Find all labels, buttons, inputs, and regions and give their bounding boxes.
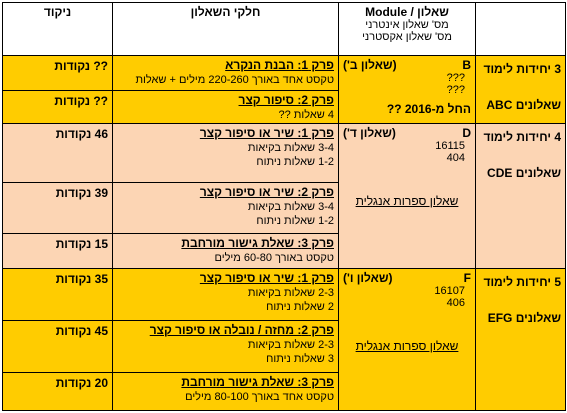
module-name: (שאלון ב') [343,58,397,72]
module-cell: F (שאלון ו') 16107 406 שאלון ספרות אנגלית [338,268,476,411]
section-row: 3 יחידות לימוד שאלונים ABC B (שאלון ב')????… [2,55,566,124]
module-name: (שאלון ו') [343,271,393,285]
level: 4 יחידות לימוד [483,130,561,144]
part-line: 2-3 שאלות בקיאות [247,339,334,351]
part-title: פרק 2: מחזה / נובלה או סיפור קצר [149,323,334,337]
external-number: 406 [446,297,465,309]
part-line: טקסט אחד באורך 220-260 מילים + שאלות [135,74,334,86]
part-cell: פרק 1: שיר או סיפור קצר 3-4 שאלות בקיאות 1… [112,123,339,183]
header-module-title: שאלון / Module [365,5,449,19]
part-line: 3-4 שאלות בקיאות [247,142,334,154]
score: ?? נקודות [2,55,113,91]
score: 45 נקודות [2,320,113,373]
part-cell: פרק 3: שאלת גישור מורחבת טקסט אחד באורך 8… [112,372,339,411]
part-title: פרק 3: שאלת גישור מורחבת [181,375,334,389]
section-row: פרק 2: מחזה / נובלה או סיפור קצר 2-3 שאלו… [2,320,566,373]
level: 3 יחידות לימוד [483,62,561,76]
part-line: 1-2 שאלות ניתוח [256,156,334,168]
part-title: פרק 2: שיר או סיפור קצר [199,185,334,199]
literature-link: שאלון ספרות אנגלית [355,194,459,208]
part-cell: פרק 1: הבנת הנקרא טקסט אחד באורך 220-260 … [112,55,339,91]
module-code: B [462,58,471,72]
part-line: טקסט אחד באורך 80-100 מילים [185,391,334,403]
section-row: 5 יחידות לימוד שאלונים EFG F (שאלון ו') 1610… [2,268,566,411]
part-title: פרק 1: הבנת הנקרא [225,58,334,72]
section-row: פרק 3: שאלת גישור מורחבת טקסט באורך 60-80… [2,233,566,269]
section-row: 4 יחידות לימוד שאלונים CDE D (שאלון ד') 1611… [2,123,566,269]
score: 46 נקודות [2,123,113,183]
table-body: 3 יחידות לימוד שאלונים ABC B (שאלון ב')????… [2,55,566,411]
header-parts: חלקי השאלון [112,2,339,56]
module-note: החל מ-2016 ?? [386,102,471,116]
literature-link: שאלון ספרות אנגלית [355,339,459,353]
header-score: ניקוד [2,2,113,56]
internal-number: ??? [446,72,465,84]
part-line: 4 שאלות ?? [278,109,334,121]
header-empty [475,2,566,56]
questionnaires: שאלונים EFG [487,311,561,325]
level-cell: 4 יחידות לימוד שאלונים CDE [475,123,566,269]
internal-number: 16107 [434,285,465,297]
module-top: F (שאלון ו') [343,271,471,285]
header-external: מס' שאלון אקסטרני [362,31,452,43]
module-code: F [463,271,471,285]
module-name: (שאלון ד') [343,126,396,140]
score: 35 נקודות [2,268,113,321]
part-line: 2 שאלות ניתוח [266,301,334,313]
score: 20 נקודות [2,372,113,411]
part-line: 1-2 שאלות ניתוח [256,215,334,227]
part-line: 3-4 שאלות בקיאות [247,201,334,213]
part-cell: פרק 2: סיפור קצר 4 שאלות ?? [112,90,339,124]
part-title: פרק 2: סיפור קצר [238,93,334,107]
level: 5 יחידות לימוד [483,275,561,289]
part-cell: פרק 3: שאלת גישור מורחבת טקסט באורך 60-80… [112,233,339,269]
score: ?? נקודות [2,90,113,124]
module-cell: D (שאלון ד') 16115 404 שאלון ספרות אנגלית [338,123,476,269]
header-internal: מס' שאלון אינטרני [365,19,449,31]
section-row: פרק 2: סיפור קצר 4 שאלות ?? ?? נקודות [2,90,566,124]
section-row: פרק 2: שיר או סיפור קצר 3-4 שאלות בקיאות 1… [2,182,566,234]
header-module: שאלון / Module מס' שאלון אינטרני מס' שאל… [338,2,476,56]
external-number: ??? [446,84,465,96]
questionnaires: שאלונים CDE [487,166,561,180]
part-title: פרק 1: שיר או סיפור קצר [199,126,334,140]
module-cell: B (שאלון ב')?????? החל מ-2016 ?? [338,55,476,124]
part-cell: פרק 2: מחזה / נובלה או סיפור קצר 2-3 שאלו… [112,320,339,373]
part-line: 2-3 שאלות בקיאות [247,287,334,299]
module-top: D (שאלון ד') [343,126,471,140]
section-row: פרק 3: שאלת גישור מורחבת טקסט אחד באורך 8… [2,372,566,411]
external-number: 404 [446,152,465,164]
level-cell: 3 יחידות לימוד שאלונים ABC [475,55,566,124]
part-cell: פרק 2: שיר או סיפור קצר 3-4 שאלות בקיאות 1… [112,182,339,234]
part-title: פרק 3: שאלת גישור מורחבת [181,236,334,250]
part-line: 3 שאלות ניתוח [266,353,334,365]
questionnaires: שאלונים ABC [486,98,561,112]
score: 39 נקודות [2,182,113,234]
part-line: טקסט באורך 60-80 מילים [214,252,335,264]
part-cell: פרק 1: שיר או סיפור קצר 2-3 שאלות בקיאות 2… [112,268,339,321]
internal-number: 16115 [435,140,465,152]
score: 15 נקודות [2,233,113,269]
level-cell: 5 יחידות לימוד שאלונים EFG [475,268,566,411]
module-top: B (שאלון ב') [343,58,471,72]
header-row: שאלון / Module מס' שאלון אינטרני מס' שאל… [2,2,566,56]
part-title: פרק 1: שיר או סיפור קצר [199,271,334,285]
module-code: D [462,126,471,140]
